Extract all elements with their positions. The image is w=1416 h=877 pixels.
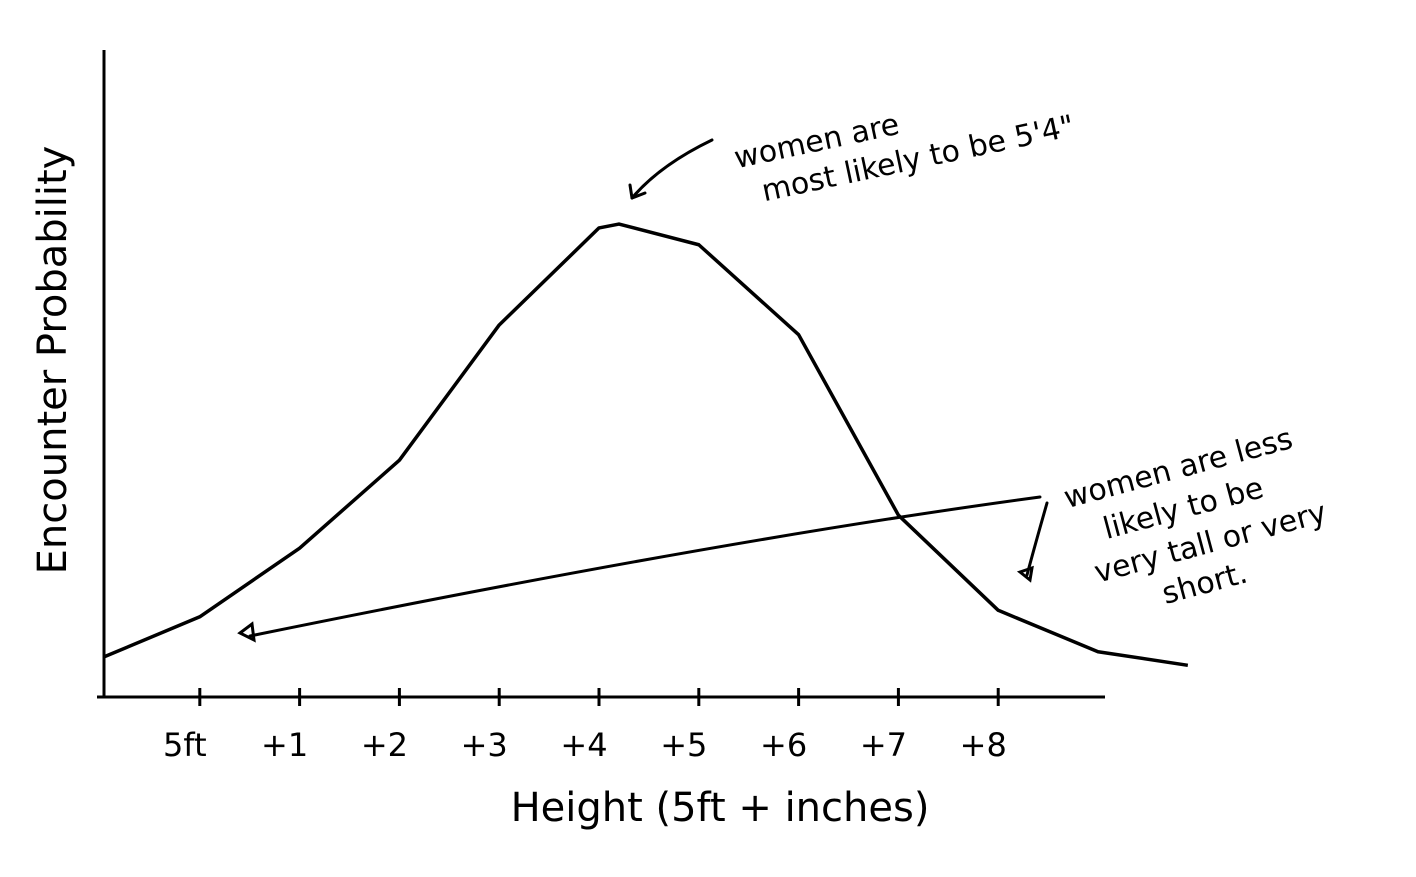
x-tick-label: +5	[660, 726, 707, 764]
arrow	[248, 495, 1042, 638]
x-tick-label: +3	[461, 726, 508, 764]
arrow-head	[237, 621, 256, 643]
x-tick-label: +6	[760, 726, 807, 764]
x-tick-label: +8	[960, 726, 1007, 764]
arrow	[630, 138, 714, 200]
x-axis-label: Height (5ft + inches)	[511, 785, 930, 831]
arrow-head	[1016, 565, 1034, 583]
annotation-peak: women are most likely to be 5'4"	[731, 107, 1077, 209]
arrow-head	[628, 183, 647, 200]
annotation-tails: women are less likely to be very tall or…	[1060, 421, 1330, 612]
x-tick-label: +7	[860, 726, 907, 764]
arrow	[1025, 501, 1049, 577]
x-tick-label: +4	[560, 726, 607, 764]
y-axis-label: Encounter Probability	[30, 146, 76, 575]
arrows	[237, 138, 1049, 643]
curve	[103, 222, 1189, 668]
x-tick-label: +2	[361, 726, 408, 764]
x-tick-label: 5ft	[163, 726, 207, 764]
x-tick-label: +1	[261, 726, 308, 764]
